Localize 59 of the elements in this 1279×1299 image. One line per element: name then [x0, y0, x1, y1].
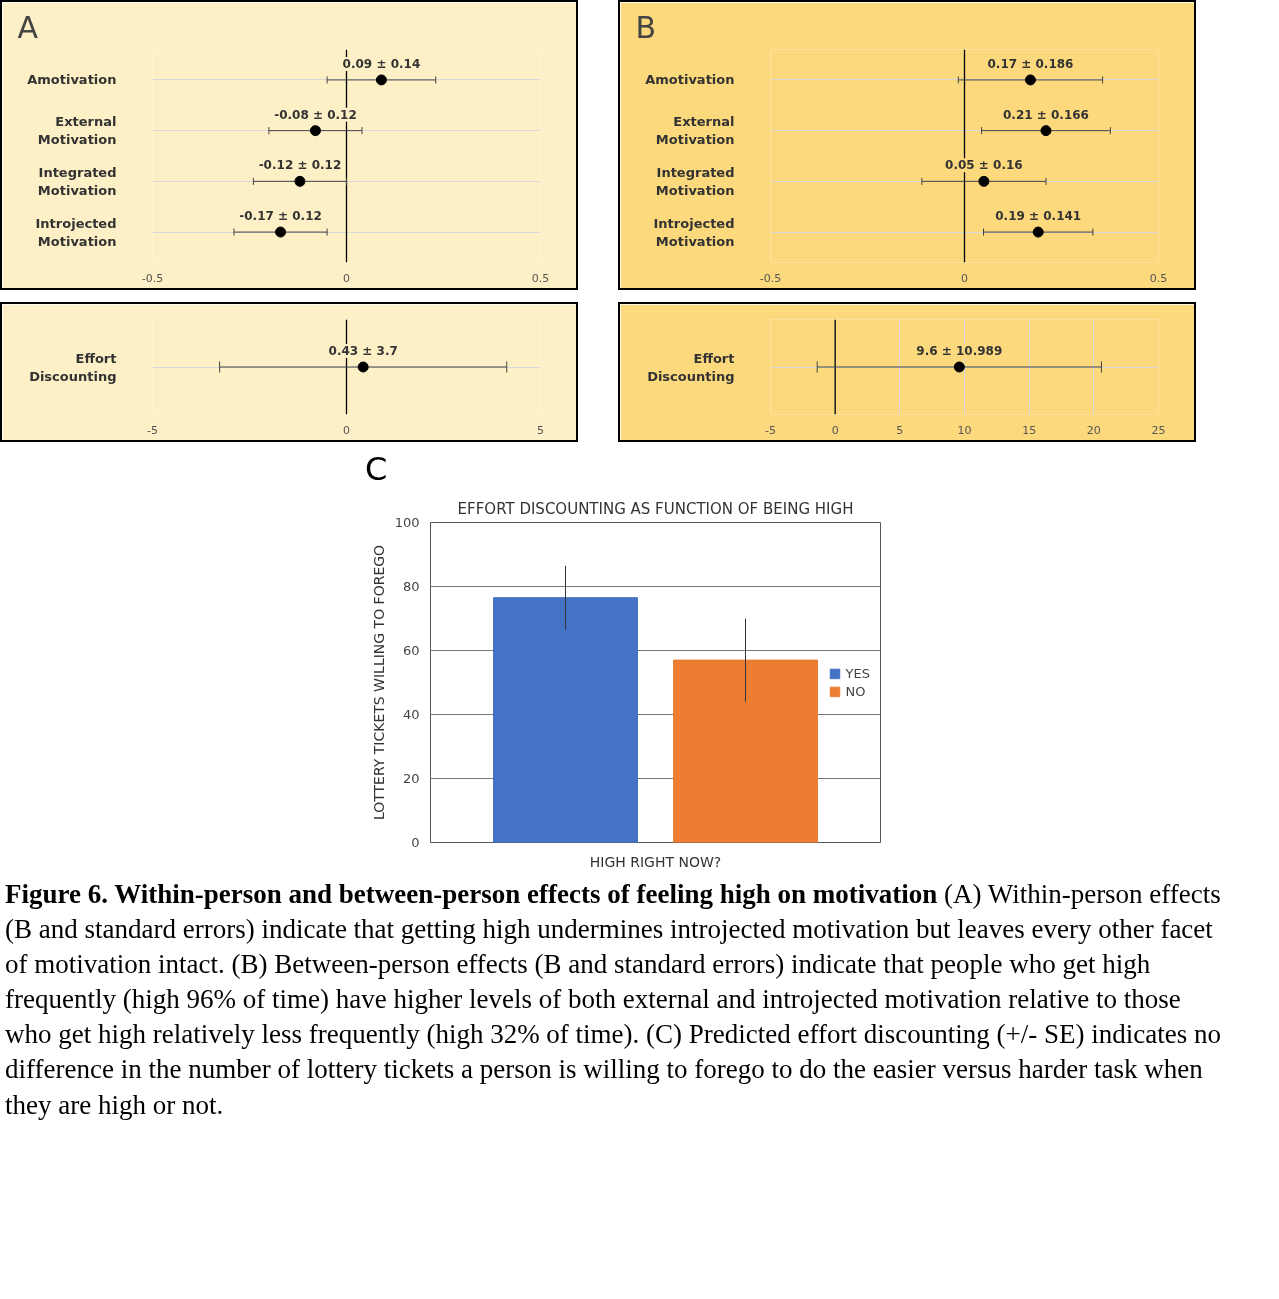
point — [1040, 125, 1052, 137]
y-tick-label: 0 — [411, 835, 420, 850]
x-tick-label: 0 — [343, 271, 350, 285]
legend-label: YES — [845, 665, 870, 681]
y-tick-label: Amotivation — [645, 72, 735, 88]
x-axis-title: HIGH RIGHT NOW? — [589, 853, 722, 870]
data-label: 0.17 ± 0.186 — [987, 56, 1074, 71]
chart-title: B — [635, 9, 657, 45]
data-label: -0.08 ± 0.12 — [274, 107, 357, 122]
data-label: -0.17 ± 0.12 — [239, 209, 322, 224]
y-tick-label: Introjected Motivation — [35, 215, 117, 249]
y-tick-label: Amotivation — [27, 72, 117, 88]
y-axis-title: LOTTERY TICKETS WILLING TO FOREGO — [370, 544, 387, 821]
x-tick-label: 0 — [961, 271, 968, 285]
x-tick-label: 25 — [1151, 423, 1166, 437]
data-label: 0.19 ± 0.141 — [995, 209, 1082, 224]
point — [375, 74, 387, 86]
y-tick-label: Integrated Motivation — [37, 164, 117, 198]
data-label: 0.05 ± 0.16 — [945, 158, 1023, 173]
point — [294, 175, 306, 187]
x-tick-label: 0.5 — [1149, 271, 1168, 285]
point — [1024, 74, 1036, 86]
point — [1032, 226, 1044, 238]
y-tick-label: 40 — [402, 707, 420, 722]
data-label: 0.09 ± 0.14 — [342, 56, 421, 71]
x-tick-label: 10 — [957, 423, 972, 437]
point — [978, 175, 990, 187]
y-tick-label: External Motivation — [655, 114, 735, 148]
x-tick-label: 15 — [1022, 423, 1037, 437]
x-tick-label: -5 — [147, 423, 158, 437]
data-label: -0.12 ± 0.12 — [258, 158, 342, 173]
y-tick-label: External Motivation — [37, 114, 117, 148]
x-tick-label: 0 — [831, 423, 839, 437]
data-label: 9.6 ± 10.989 — [916, 344, 1003, 358]
x-tick-label: -5 — [765, 423, 776, 437]
y-tick-label: Effort Discounting — [29, 350, 117, 384]
legend-label: NO — [845, 683, 866, 699]
y-tick-label: Introjected Motivation — [653, 215, 735, 249]
x-tick-label: 20 — [1086, 423, 1101, 437]
y-tick-label: 20 — [402, 771, 420, 786]
chart-title: EFFORT DISCOUNTING AS FUNCTION OF BEING HIGH — [457, 499, 854, 518]
x-tick-label: -0.5 — [141, 271, 164, 285]
y-tick-label: Effort Discounting — [647, 350, 735, 384]
y-tick-label: Integrated Motivation — [655, 164, 735, 198]
data-label: 0.21 ± 0.166 — [1002, 107, 1089, 122]
point — [309, 125, 321, 137]
x-tick-label: 0 — [343, 423, 350, 437]
text: C — [365, 449, 388, 490]
x-tick-label: 5 — [537, 423, 544, 437]
x-tick-label: -0.5 — [759, 271, 782, 285]
y-tick-label: 100 — [394, 515, 420, 530]
data-label: 0.43 ± 3.7 — [328, 344, 398, 358]
point — [275, 226, 287, 238]
caption: Figure 6. Within-person and between-person effects of feeling high on motivation — [5, 879, 938, 909]
chart-title: A — [17, 9, 39, 45]
x-tick-label: 0.5 — [531, 271, 550, 285]
y-tick-label: 60 — [402, 643, 420, 658]
x-tick-label: 5 — [896, 423, 904, 437]
y-tick-label: 80 — [402, 579, 420, 594]
